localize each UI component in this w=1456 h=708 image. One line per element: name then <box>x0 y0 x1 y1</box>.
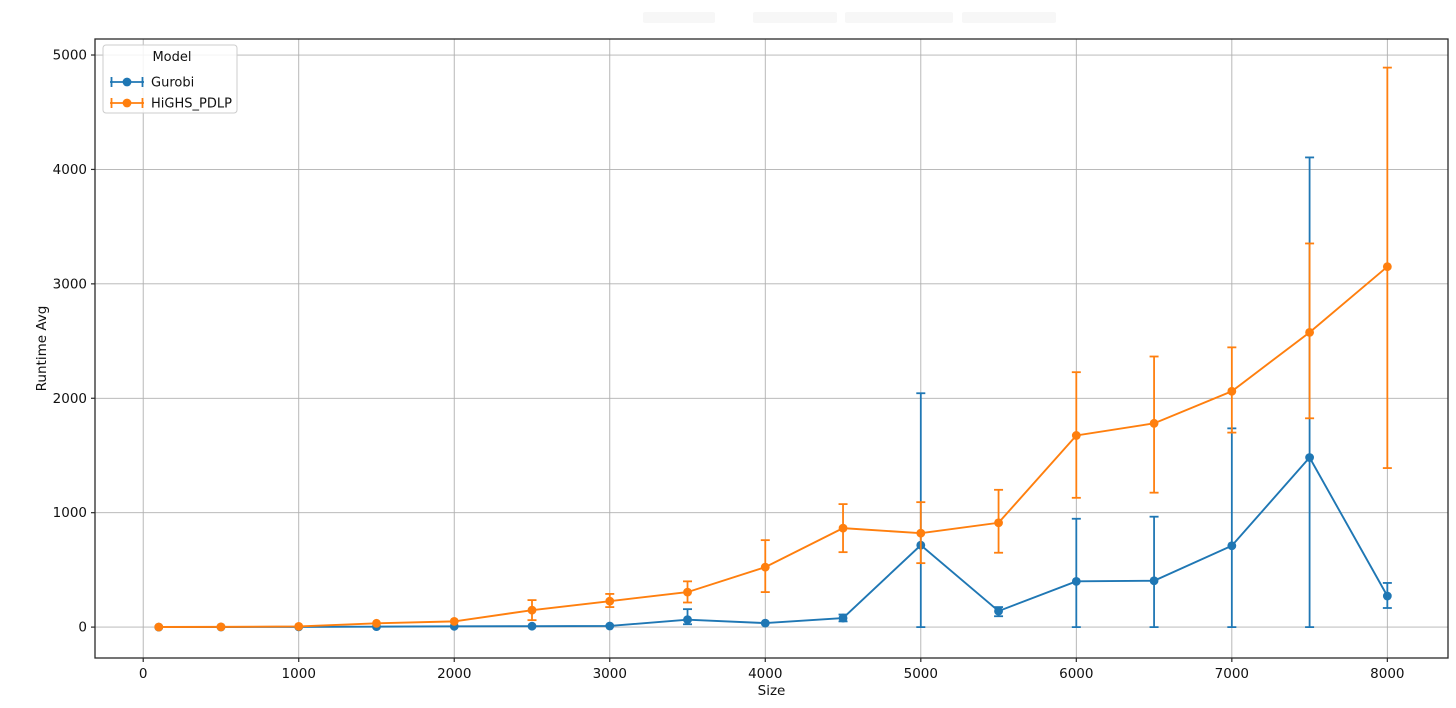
faint-title-smudge <box>753 12 837 23</box>
data-point-gurobi <box>1149 576 1159 586</box>
data-point-gurobi <box>994 606 1003 616</box>
data-point-gurobi <box>1071 576 1081 586</box>
data-point-highs_pdlp <box>760 562 770 572</box>
y-axis-tick-label: 5000 <box>53 48 87 64</box>
data-point-gurobi <box>760 618 770 628</box>
y-axis-tick-label: 3000 <box>53 276 87 292</box>
y-axis-tick-label: 0 <box>78 620 87 636</box>
y-axis-tick-label: 2000 <box>53 391 87 407</box>
data-point-gurobi <box>838 613 848 623</box>
data-point-highs_pdlp <box>605 596 615 606</box>
data-point-gurobi <box>683 615 692 625</box>
data-point-highs_pdlp <box>527 605 537 615</box>
legend-box <box>102 44 238 114</box>
data-point-highs_pdlp <box>1149 418 1159 428</box>
faint-title-smudge <box>962 12 1056 23</box>
legend-glyph-marker <box>122 98 132 108</box>
y-axis-label: Runtime Avg <box>34 306 50 392</box>
x-axis-label: Size <box>758 683 786 699</box>
data-point-highs_pdlp <box>838 523 848 533</box>
legend-entry-label: Gurobi <box>151 76 194 91</box>
data-point-highs_pdlp <box>916 528 926 538</box>
x-axis-tick-label: 6000 <box>1059 666 1093 682</box>
x-axis-tick-label: 8000 <box>1370 666 1404 682</box>
data-point-highs_pdlp <box>683 587 692 597</box>
data-point-highs_pdlp <box>1305 327 1314 337</box>
data-point-gurobi <box>605 621 615 631</box>
data-point-highs_pdlp <box>449 616 459 626</box>
legend-title: Model <box>152 50 191 65</box>
data-point-gurobi <box>1227 541 1237 551</box>
data-point-highs_pdlp <box>1227 386 1237 396</box>
data-point-highs_pdlp <box>294 622 304 631</box>
faint-title-smudge <box>845 12 953 23</box>
data-point-gurobi <box>1382 591 1392 601</box>
data-point-highs_pdlp <box>994 518 1003 528</box>
data-point-highs_pdlp <box>216 622 226 632</box>
data-point-gurobi <box>527 621 537 631</box>
data-point-highs_pdlp <box>1071 431 1081 440</box>
x-axis-tick-label: 4000 <box>748 666 782 682</box>
data-point-gurobi <box>1305 453 1314 462</box>
data-point-highs_pdlp <box>154 622 164 632</box>
x-axis-tick-label: 1000 <box>282 666 316 682</box>
series-line-gurobi <box>158 455 1389 629</box>
x-axis-tick-label: 7000 <box>1215 666 1249 682</box>
legend-entry-label: HiGHS_PDLP <box>151 97 232 112</box>
x-axis-tick-label: 0 <box>139 666 148 682</box>
x-axis-tick-label: 2000 <box>437 666 471 682</box>
x-axis-tick-label: 3000 <box>593 666 627 682</box>
series-line-highs_pdlp <box>158 265 1388 628</box>
data-point-highs_pdlp <box>372 618 381 628</box>
y-axis-tick-label: 1000 <box>53 505 87 521</box>
legend-glyph-marker <box>122 77 132 87</box>
plot-border <box>94 38 1449 659</box>
x-axis-tick-label: 5000 <box>904 666 938 682</box>
data-point-highs_pdlp <box>1382 262 1392 272</box>
faint-title-smudge <box>643 12 715 23</box>
y-axis-tick-label: 4000 <box>53 162 87 178</box>
